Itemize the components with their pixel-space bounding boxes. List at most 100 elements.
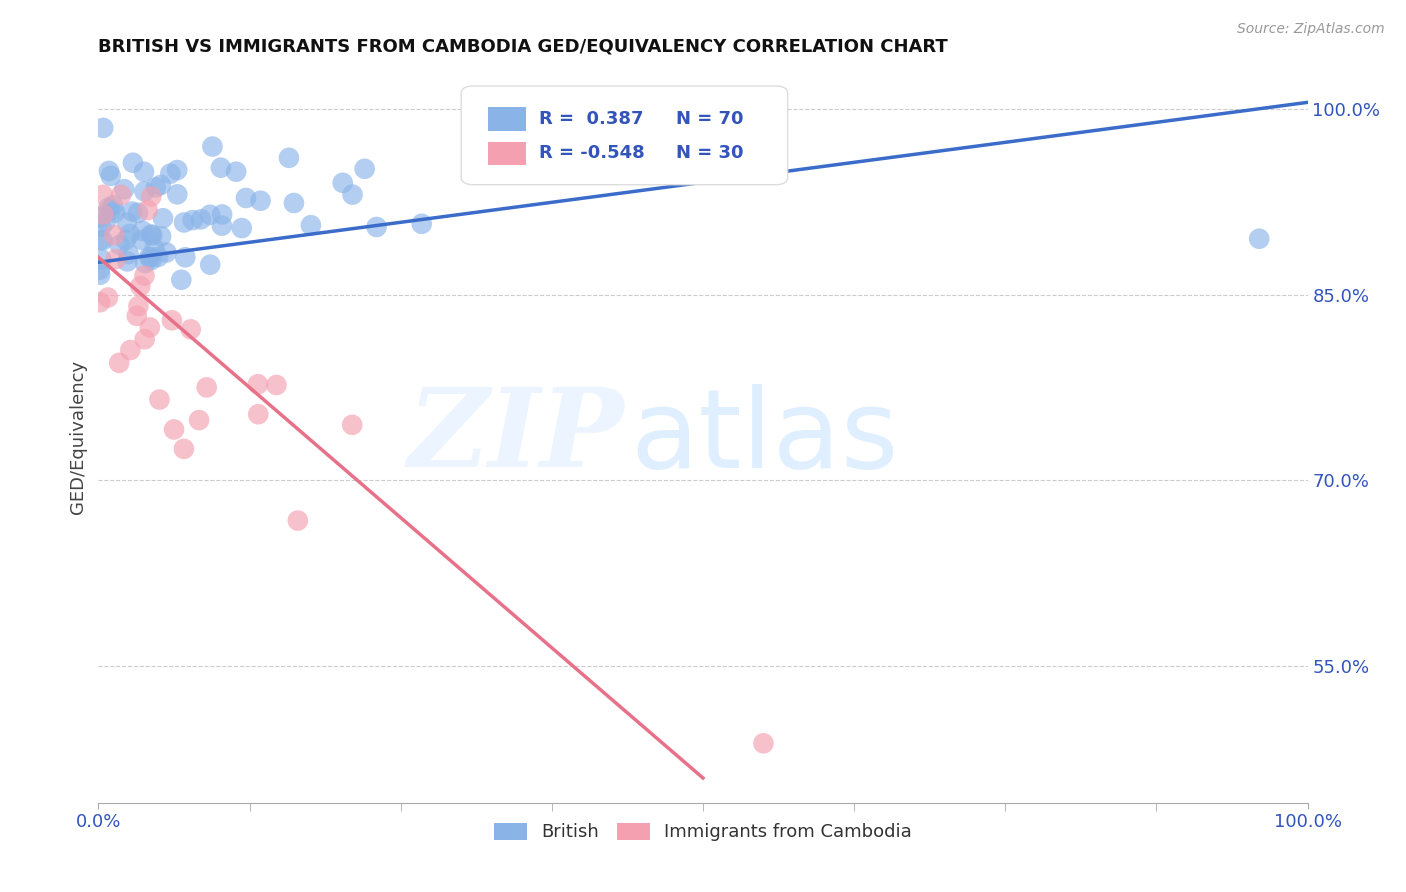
- Point: [108, 356, 131, 370]
- Point: [134, 256, 156, 270]
- Point: [118, 227, 141, 241]
- Point: [366, 219, 388, 234]
- Text: N = 30: N = 30: [676, 145, 744, 162]
- Point: [163, 422, 186, 436]
- Point: [121, 204, 143, 219]
- Point: [201, 139, 224, 153]
- Point: [132, 165, 155, 179]
- Point: [91, 187, 114, 202]
- Point: [90, 233, 112, 247]
- Legend: British, Immigrants from Cambodia: British, Immigrants from Cambodia: [486, 815, 920, 848]
- Point: [110, 188, 132, 202]
- Point: [299, 218, 322, 232]
- Point: [145, 180, 167, 194]
- Point: [181, 213, 204, 227]
- Point: [173, 215, 195, 229]
- Point: [249, 194, 271, 208]
- Point: [131, 224, 153, 238]
- Point: [266, 378, 288, 392]
- Point: [247, 407, 270, 421]
- Point: [150, 229, 173, 244]
- Text: N = 70: N = 70: [676, 110, 744, 128]
- Point: [148, 250, 170, 264]
- Point: [148, 392, 170, 407]
- Point: [166, 163, 188, 178]
- Point: [90, 252, 112, 267]
- Point: [112, 182, 135, 196]
- Point: [117, 254, 139, 268]
- Point: [149, 178, 172, 192]
- Y-axis label: GED/Equivalency: GED/Equivalency: [69, 360, 87, 514]
- Point: [195, 380, 218, 394]
- Point: [117, 247, 139, 261]
- Point: [100, 169, 122, 183]
- Point: [1249, 232, 1271, 246]
- Point: [127, 299, 149, 313]
- Point: [231, 221, 253, 235]
- Point: [246, 377, 269, 392]
- Point: [136, 203, 159, 218]
- Text: R = -0.548: R = -0.548: [538, 145, 644, 162]
- Point: [411, 217, 433, 231]
- Point: [115, 233, 138, 247]
- Point: [120, 343, 142, 357]
- Point: [138, 250, 160, 264]
- Point: [200, 258, 222, 272]
- Point: [332, 176, 354, 190]
- Point: [225, 165, 247, 179]
- Point: [353, 161, 375, 176]
- Point: [97, 201, 120, 215]
- Point: [141, 253, 163, 268]
- Point: [283, 196, 305, 211]
- Point: [134, 185, 156, 199]
- Point: [209, 161, 232, 175]
- Point: [139, 250, 162, 264]
- Point: [104, 252, 127, 267]
- Point: [287, 514, 309, 528]
- Point: [342, 417, 364, 432]
- Point: [89, 263, 111, 277]
- Point: [180, 322, 202, 336]
- Point: [159, 167, 181, 181]
- Point: [188, 413, 211, 427]
- Point: [100, 203, 122, 218]
- Point: [211, 219, 233, 233]
- Point: [127, 206, 149, 220]
- Point: [93, 207, 115, 221]
- Point: [97, 291, 120, 305]
- Point: [198, 208, 221, 222]
- Point: [115, 216, 138, 230]
- Point: [139, 320, 162, 334]
- Point: [174, 250, 197, 264]
- Point: [155, 245, 177, 260]
- Bar: [488, 107, 526, 130]
- Point: [108, 238, 131, 252]
- Point: [143, 242, 166, 256]
- Point: [278, 151, 301, 165]
- Point: [122, 155, 145, 169]
- Point: [752, 736, 775, 750]
- Point: [97, 164, 120, 178]
- Point: [89, 268, 111, 282]
- Point: [141, 189, 163, 203]
- Point: [141, 228, 163, 243]
- Point: [211, 207, 233, 221]
- Point: [170, 273, 193, 287]
- Point: [129, 279, 152, 293]
- Point: [134, 268, 156, 283]
- Point: [89, 295, 111, 310]
- Point: [166, 187, 188, 202]
- Text: ZIP: ZIP: [408, 384, 624, 491]
- Point: [89, 211, 111, 225]
- Point: [90, 219, 112, 234]
- Point: [131, 233, 153, 247]
- Point: [134, 332, 156, 346]
- Point: [94, 214, 117, 228]
- Point: [160, 313, 183, 327]
- Point: [139, 227, 162, 242]
- Point: [103, 198, 125, 212]
- Point: [125, 309, 148, 323]
- Point: [342, 187, 364, 202]
- Text: atlas: atlas: [630, 384, 898, 491]
- Point: [103, 228, 125, 243]
